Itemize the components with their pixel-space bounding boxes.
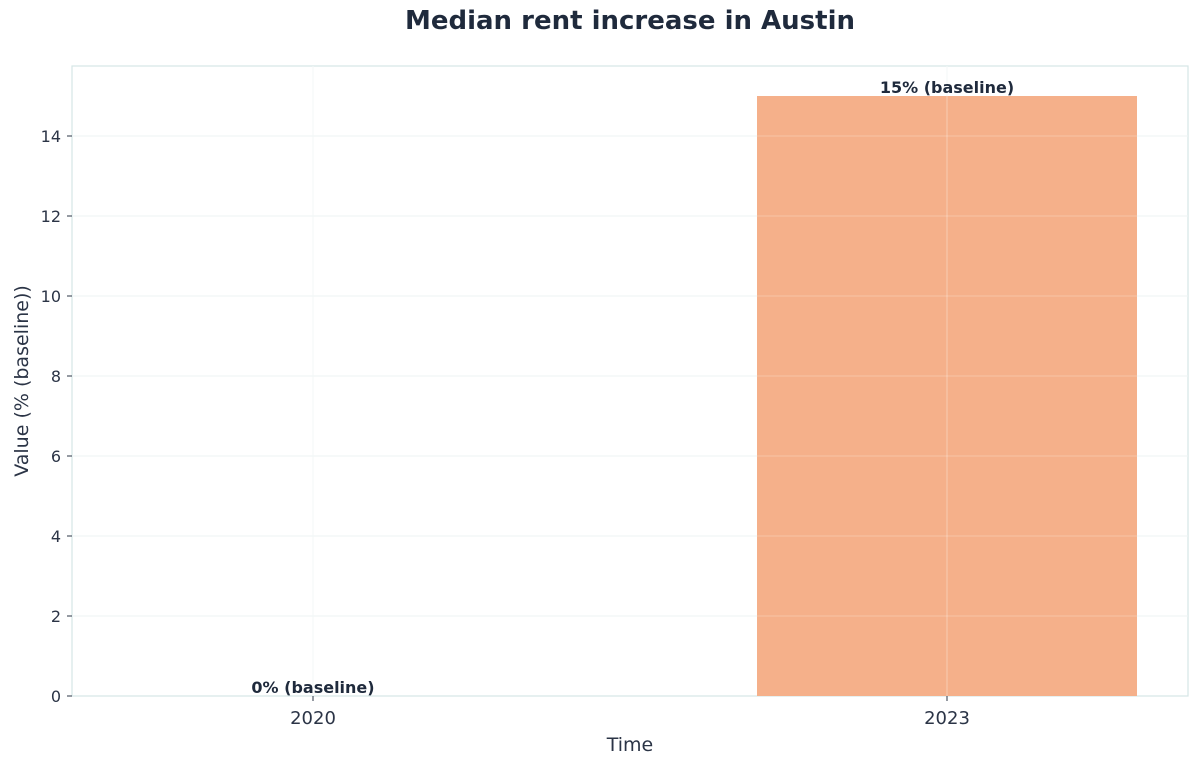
- x-tick-label: 2020: [290, 708, 336, 729]
- y-axis-label: Value (% (baseline)): [11, 285, 33, 477]
- y-tick-label: 2: [51, 607, 61, 626]
- y-tick-label: 4: [51, 527, 61, 546]
- bars: [312, 66, 1137, 696]
- y-tick-label: 0: [51, 687, 61, 706]
- data-label: 15% (baseline): [880, 78, 1014, 97]
- x-tick-label: 2023: [924, 708, 970, 729]
- x-axis-ticks: 2020 2023: [290, 696, 970, 729]
- y-axis-ticks: 0 2 4 6 8 10 12 14: [41, 127, 72, 706]
- bar-2023: [757, 96, 1137, 696]
- chart-title: Median rent increase in Austin: [404, 6, 855, 36]
- y-tick-label: 12: [41, 207, 61, 226]
- y-tick-label: 10: [41, 287, 61, 306]
- x-axis-label: Time: [606, 734, 654, 756]
- y-tick-label: 6: [51, 447, 61, 466]
- data-label: 0% (baseline): [251, 678, 374, 697]
- y-tick-label: 8: [51, 367, 61, 386]
- data-labels: 0% (baseline) 15% (baseline): [251, 78, 1014, 697]
- y-tick-label: 14: [41, 127, 61, 146]
